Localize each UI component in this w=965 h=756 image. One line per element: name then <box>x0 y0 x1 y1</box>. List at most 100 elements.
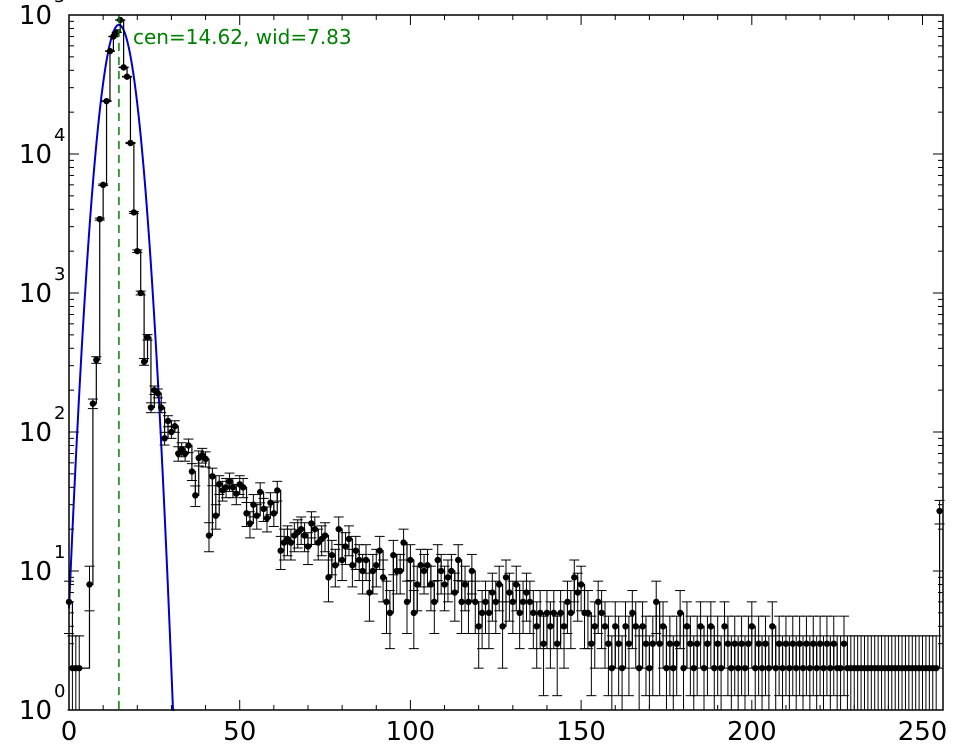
data-marker <box>540 640 547 647</box>
data-marker <box>123 73 131 80</box>
data-marker <box>253 512 260 519</box>
data-point <box>798 635 809 711</box>
data-marker <box>144 334 151 341</box>
data-marker <box>533 623 540 630</box>
data-marker <box>96 215 103 223</box>
data-point <box>709 635 720 711</box>
data-marker <box>407 556 414 564</box>
data-point <box>309 516 320 545</box>
data-marker <box>693 640 701 647</box>
data-point <box>282 525 293 557</box>
data-marker <box>431 598 438 606</box>
data-marker <box>810 640 817 647</box>
data-marker <box>564 598 571 606</box>
plot-frame <box>68 14 944 711</box>
data-marker <box>485 609 493 617</box>
data-marker <box>659 623 667 630</box>
data-marker <box>134 247 141 255</box>
data-marker <box>338 556 346 564</box>
data-marker <box>403 598 411 606</box>
data-marker <box>362 556 370 564</box>
data-marker <box>813 664 820 672</box>
data-marker <box>157 404 165 411</box>
data-point <box>104 47 115 55</box>
data-marker <box>584 609 592 617</box>
data-point <box>207 467 218 487</box>
y-tick-exponent: 5 <box>54 0 65 7</box>
data-point <box>555 590 566 650</box>
x-tick-label: 250 <box>898 717 948 747</box>
data-marker <box>502 574 510 581</box>
data-marker <box>676 609 684 617</box>
y-tick-exponent: 0 <box>54 681 65 702</box>
data-marker <box>76 664 83 672</box>
data-point <box>265 492 276 516</box>
data-point <box>722 615 733 697</box>
data-point <box>169 420 180 433</box>
data-marker <box>297 525 305 533</box>
data-marker <box>376 547 383 554</box>
x-tick-label: 100 <box>386 717 436 747</box>
data-point <box>545 601 556 669</box>
data-marker <box>519 598 527 606</box>
data-marker <box>683 623 691 630</box>
data-marker <box>106 47 114 55</box>
data-marker <box>489 589 496 596</box>
data-marker <box>455 556 462 564</box>
data-point <box>330 548 341 588</box>
data-marker <box>653 598 660 606</box>
data-marker <box>772 664 779 672</box>
data-marker <box>332 562 339 569</box>
data-point <box>442 559 453 603</box>
data-point <box>535 590 546 650</box>
data-marker <box>745 640 752 647</box>
data-marker <box>499 623 506 630</box>
data-marker <box>594 598 602 606</box>
data-marker <box>308 520 315 527</box>
data-marker <box>256 488 264 496</box>
data-point <box>685 615 696 697</box>
data-marker <box>99 181 107 189</box>
y-tick-label: 10 <box>19 418 52 448</box>
data-point <box>132 247 143 255</box>
data-marker <box>513 581 520 588</box>
data-point <box>490 580 501 635</box>
data-point <box>582 590 593 650</box>
data-marker <box>615 640 622 647</box>
data-marker <box>554 640 561 647</box>
data-point <box>101 97 112 105</box>
data-point <box>838 615 849 697</box>
data-marker <box>816 640 824 647</box>
data-marker <box>557 609 564 617</box>
data-marker <box>205 532 213 539</box>
data-marker <box>516 609 523 617</box>
data-marker <box>222 484 230 491</box>
data-marker <box>741 664 749 672</box>
data-point <box>412 565 423 612</box>
data-marker <box>243 510 250 517</box>
data-marker <box>420 567 428 575</box>
data-point <box>501 559 511 603</box>
data-marker <box>612 623 619 630</box>
data-point <box>460 565 471 612</box>
data-point <box>122 73 133 80</box>
data-point <box>251 504 262 530</box>
data-marker <box>639 623 646 630</box>
data-point <box>231 483 242 506</box>
data-point <box>190 485 201 508</box>
data-marker <box>714 640 721 647</box>
data-marker <box>789 640 796 647</box>
data-marker <box>137 289 144 297</box>
data-marker <box>758 664 766 672</box>
data-point <box>337 544 348 582</box>
data-marker <box>386 609 394 617</box>
data-marker <box>192 492 199 499</box>
data-point <box>347 548 358 588</box>
data-marker <box>349 562 356 569</box>
data-point <box>815 615 826 697</box>
data-marker <box>482 598 489 606</box>
data-point <box>422 548 433 588</box>
data-point <box>299 522 310 553</box>
data-marker <box>711 664 718 672</box>
data-marker <box>226 478 233 485</box>
